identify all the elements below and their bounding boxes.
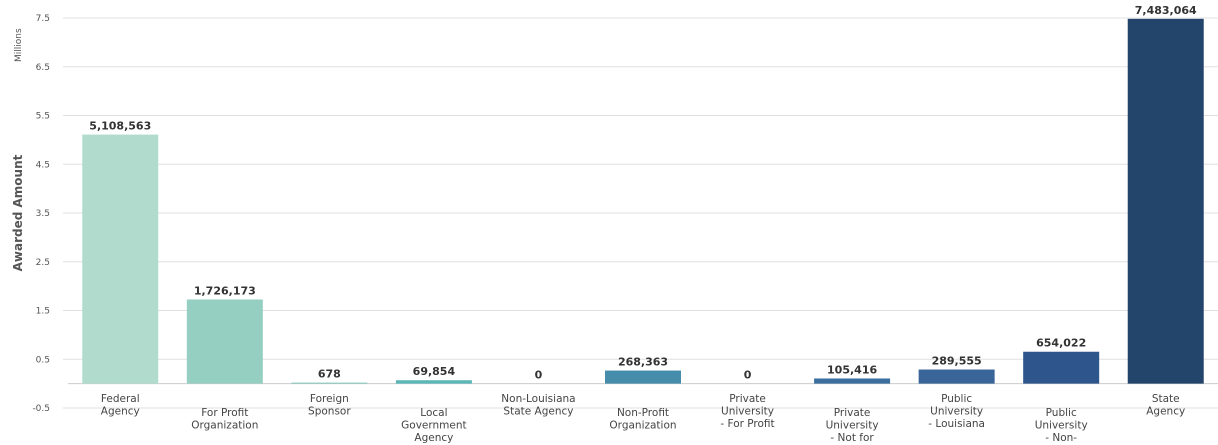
y-tick-label: 7.5 xyxy=(36,14,50,24)
bar[interactable] xyxy=(1023,351,1100,384)
x-tick-label: For Profit Organization xyxy=(191,407,258,432)
x-tick-label: Non-Louisiana State Agency xyxy=(501,393,575,418)
x-tick-label: State Agency xyxy=(1146,393,1185,418)
y-tick-label: 5.5 xyxy=(36,112,50,122)
data-label: 7,483,064 xyxy=(1135,4,1197,17)
data-label: 69,854 xyxy=(413,365,456,378)
y-tick-label: 4.5 xyxy=(36,160,50,170)
y-tick-label: 0.5 xyxy=(36,355,50,365)
data-label: 105,416 xyxy=(827,363,877,376)
bar[interactable] xyxy=(291,382,368,384)
data-label: 1,726,173 xyxy=(194,284,256,297)
y-axis-ticks: -0.5 0.5 1.5 2.5 3.5 4.5 5.5 6.5 7.5 xyxy=(32,14,50,414)
bar[interactable] xyxy=(814,378,891,384)
bar[interactable] xyxy=(82,134,159,384)
y-tick-label: 2.5 xyxy=(36,258,50,268)
x-tick-label: Private University - For Profit xyxy=(720,393,774,430)
y-tick-label: -0.5 xyxy=(32,404,50,414)
x-tick-label: Non-Profit Organization xyxy=(609,407,676,432)
x-axis-categories: Federal Agency For Profit Organization Forei… xyxy=(101,393,1185,445)
data-label: 678 xyxy=(318,368,341,381)
x-tick-label: Federal Agency xyxy=(101,393,140,418)
x-tick-label: Foreign Sponsor xyxy=(308,393,351,418)
y-tick-label: 1.5 xyxy=(36,307,50,317)
bar[interactable] xyxy=(918,369,995,384)
y-tick-label: 3.5 xyxy=(36,209,50,219)
y-tick-label: 6.5 xyxy=(36,63,50,73)
y-axis-label: Awarded Amount xyxy=(11,154,25,271)
data-label: 0 xyxy=(535,369,543,382)
y-axis-unit: Millions xyxy=(14,28,24,62)
data-label: 5,108,563 xyxy=(89,120,151,133)
x-tick-label: Public University - Louisiana xyxy=(928,393,985,430)
data-label: 268,363 xyxy=(618,356,668,369)
data-label: 654,022 xyxy=(1036,337,1086,350)
data-labels: 5,108,563 1,726,173 678 69,854 0 268,363 0 105,… xyxy=(89,4,1197,382)
bar[interactable] xyxy=(395,380,472,384)
bars xyxy=(82,18,1204,384)
x-tick-label: Local Government Agency xyxy=(401,407,466,444)
bar[interactable] xyxy=(1127,18,1204,384)
data-label: 289,555 xyxy=(932,355,982,368)
bar[interactable] xyxy=(605,370,681,384)
bar[interactable] xyxy=(186,299,263,384)
data-label: 0 xyxy=(744,369,752,382)
